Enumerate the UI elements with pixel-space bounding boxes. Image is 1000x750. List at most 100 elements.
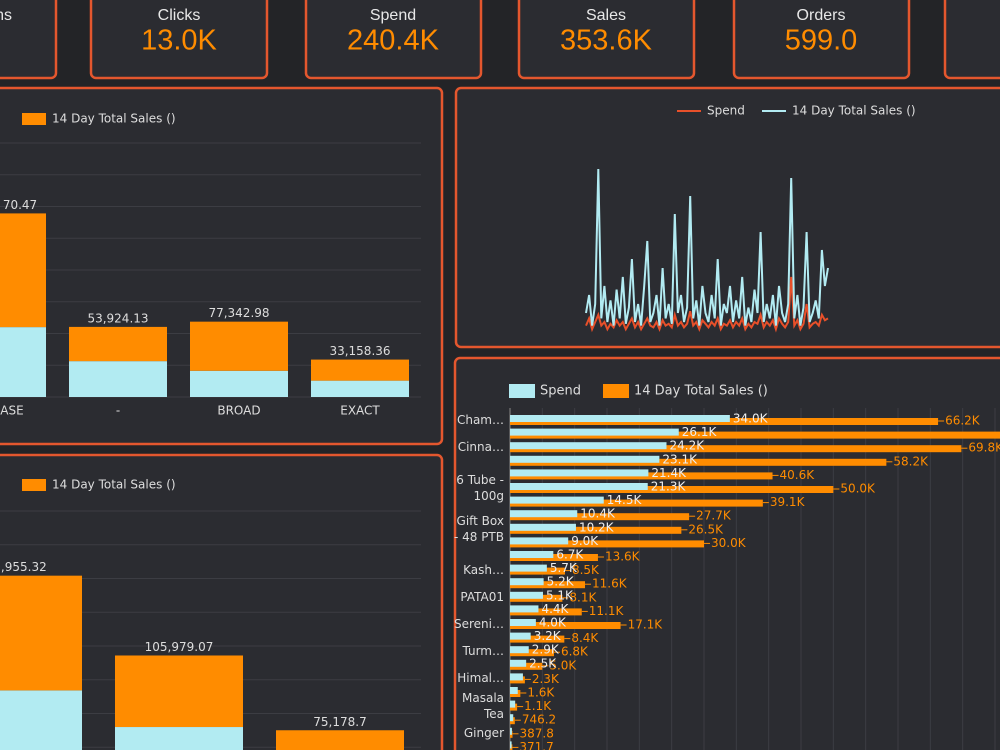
kpi-card bbox=[517, 0, 696, 80]
y-tick-label: 6 Tube - 100g bbox=[456, 473, 504, 503]
legend-swatch bbox=[509, 384, 535, 398]
kpi-label: Orders bbox=[797, 7, 846, 24]
data-label: 6.7K bbox=[556, 548, 584, 562]
data-label: 69.8K bbox=[968, 441, 1000, 455]
data-label: 27.7K bbox=[696, 509, 732, 523]
data-label: 5.2K bbox=[547, 575, 575, 589]
data-label: 50.0K bbox=[840, 482, 876, 496]
legend-label: 14 Day Total Sales () bbox=[52, 478, 176, 492]
data-label: 5.7K bbox=[550, 561, 578, 575]
x-tick-label: - bbox=[116, 404, 120, 418]
bar bbox=[510, 455, 660, 463]
data-label: 13.6K bbox=[605, 550, 641, 564]
bar bbox=[510, 510, 578, 518]
bar-segment bbox=[190, 321, 288, 371]
kpi-card bbox=[89, 0, 269, 80]
data-label: 53,924.13 bbox=[87, 311, 148, 325]
kpi-label: Spend bbox=[370, 7, 416, 24]
bar bbox=[510, 415, 730, 422]
y-tick-label: Kash… bbox=[463, 562, 504, 577]
data-label: 9.0K bbox=[571, 534, 599, 548]
data-label: 70.47 bbox=[3, 198, 37, 212]
data-label: 77,342.98 bbox=[208, 306, 269, 320]
bar bbox=[510, 619, 536, 626]
x-tick-label: BROAD bbox=[217, 404, 260, 418]
bar bbox=[510, 687, 518, 694]
bar-segment bbox=[69, 326, 167, 362]
y-tick-label: Gift Box - 48 PTB bbox=[453, 513, 504, 544]
bar bbox=[510, 673, 523, 681]
legend-label: Spend bbox=[707, 104, 745, 118]
kpi-card bbox=[0, 0, 58, 80]
data-label: 9,955.32 bbox=[0, 560, 47, 574]
kpi-value: 13.0K bbox=[141, 25, 217, 57]
y-tick-label: Turm… bbox=[462, 644, 504, 659]
data-label: 40.6K bbox=[780, 468, 816, 482]
data-label: 3.2K bbox=[534, 629, 562, 643]
bar-segment bbox=[115, 655, 243, 728]
bar bbox=[510, 591, 543, 599]
legend-label: 14 Day Total Sales () bbox=[634, 384, 768, 399]
legend-label: 14 Day Total Sales () bbox=[792, 104, 916, 118]
x-tick-label: EXACT bbox=[340, 404, 380, 418]
bar-segment bbox=[0, 690, 82, 750]
data-label: 6.8K bbox=[561, 645, 589, 659]
bar bbox=[510, 445, 962, 453]
bar bbox=[510, 632, 531, 640]
bar bbox=[510, 635, 565, 643]
data-label: 58.2K bbox=[893, 454, 929, 468]
data-label: 66.2K bbox=[945, 414, 981, 428]
bar bbox=[510, 483, 648, 490]
bar bbox=[510, 442, 667, 450]
data-label: 1.1K bbox=[524, 699, 552, 713]
bar bbox=[510, 431, 1000, 439]
bar bbox=[510, 659, 527, 667]
bar-segment bbox=[276, 730, 404, 750]
data-label: 26.1K bbox=[682, 425, 718, 439]
panel bbox=[0, 453, 444, 750]
bar-segment bbox=[69, 361, 167, 397]
data-label: 21.4K bbox=[651, 466, 687, 480]
y-tick-label: Cinna… bbox=[457, 440, 504, 455]
data-label: 34.0K bbox=[733, 412, 769, 426]
data-label: 8.5K bbox=[572, 563, 600, 577]
bar bbox=[510, 700, 516, 708]
data-label: 23.1K bbox=[662, 452, 698, 466]
data-label: 105,979.07 bbox=[145, 640, 214, 654]
bar-segment bbox=[311, 359, 409, 381]
data-label: 17.1K bbox=[628, 618, 664, 632]
legend-swatch bbox=[22, 479, 46, 491]
bar bbox=[510, 646, 529, 654]
bar-segment bbox=[0, 575, 82, 691]
data-label: 33,158.36 bbox=[329, 344, 390, 358]
legend-label: 14 Day Total Sales () bbox=[52, 112, 176, 126]
bar bbox=[510, 469, 649, 477]
bar bbox=[510, 523, 576, 531]
bar bbox=[510, 526, 682, 534]
bar bbox=[510, 622, 621, 629]
y-tick-label: Masala Tea bbox=[462, 690, 504, 721]
bar bbox=[510, 499, 763, 507]
data-label: 4.4K bbox=[541, 602, 569, 616]
data-label: 10.4K bbox=[580, 507, 616, 521]
data-label: 11.1K bbox=[589, 604, 625, 618]
panel bbox=[454, 86, 1000, 349]
bar bbox=[510, 537, 569, 545]
kpi-label: Clicks bbox=[158, 7, 201, 24]
bar bbox=[510, 540, 704, 548]
data-label: 2.9K bbox=[532, 643, 560, 657]
data-label: 746.2 bbox=[522, 713, 556, 727]
data-label: 26.5K bbox=[688, 522, 724, 536]
legend-label: Spend bbox=[540, 384, 581, 399]
data-label: 4.0K bbox=[539, 616, 567, 630]
data-label: 5.0K bbox=[549, 658, 577, 672]
kpi-value: 353.6K bbox=[560, 25, 653, 57]
y-tick-label: PATA01 bbox=[460, 589, 504, 604]
bar bbox=[510, 714, 514, 722]
bar-segment bbox=[311, 380, 409, 397]
kpi-card bbox=[304, 0, 483, 80]
kpi-card bbox=[943, 0, 1000, 80]
y-tick-label: Cham… bbox=[456, 413, 504, 427]
